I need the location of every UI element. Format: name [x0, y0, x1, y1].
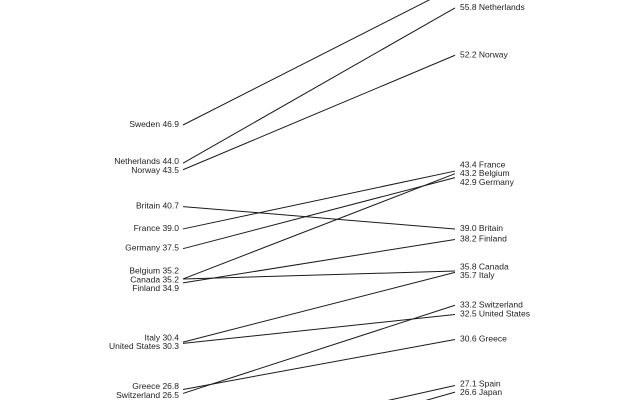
right-label: 35.8 Canada	[460, 262, 509, 272]
slope-line	[387, 385, 456, 400]
country-name: Netherlands	[479, 2, 525, 12]
value-label: 35.2	[162, 266, 179, 276]
value-label: 26.6	[460, 387, 477, 397]
value-label: 40.7	[162, 201, 179, 211]
left-label: Finland 34.9	[132, 283, 179, 293]
right-label: 52.2 Norway	[460, 50, 508, 60]
country-name: Belgium	[129, 266, 160, 276]
country-name: Italy	[144, 333, 160, 343]
slope-line	[182, 173, 456, 280]
value-label: 43.5	[162, 165, 179, 175]
country-name: Norway	[131, 165, 161, 175]
country-name: Germany	[479, 177, 515, 187]
value-label: 27.1	[460, 379, 477, 389]
left-label: Germany 37.5	[125, 243, 179, 253]
slope-line	[182, 338, 456, 390]
value-label: 43.4	[460, 160, 477, 170]
slope-line	[182, 238, 456, 284]
country-name: Belgium	[479, 168, 510, 178]
country-name: Finland	[132, 283, 160, 293]
slope-line	[182, 54, 456, 171]
slope-line	[182, 170, 456, 230]
right-label: 38.2 Finland	[460, 234, 507, 244]
slope-line	[182, 206, 456, 230]
value-label: 30.3	[162, 341, 179, 351]
country-name: France	[479, 160, 506, 170]
value-label: 42.9	[460, 177, 477, 187]
slope-line	[425, 391, 456, 400]
left-label: Netherlands 44.0	[114, 156, 179, 166]
slope-line	[182, 271, 456, 343]
slope-line	[182, 304, 456, 394]
left-label: Sweden 46.9	[129, 119, 179, 129]
slope-line	[182, 177, 456, 250]
slope-line	[182, 7, 456, 164]
slope-line	[182, 0, 431, 126]
slope-line	[182, 270, 456, 280]
left-label: France 39.0	[134, 223, 180, 233]
value-label: 37.5	[162, 243, 179, 253]
left-label: United States 30.3	[109, 341, 179, 351]
value-label: 30.6	[460, 334, 477, 344]
country-name: United States	[109, 341, 160, 351]
value-label: 43.2	[460, 168, 477, 178]
value-label: 35.8	[460, 262, 477, 272]
value-label: 39.0	[162, 223, 179, 233]
value-label: 52.2	[460, 50, 477, 60]
value-label: 38.2	[460, 234, 477, 244]
right-label: 43.4 France	[460, 160, 506, 170]
left-label: Greece 26.8	[132, 381, 179, 391]
country-name: Italy	[479, 270, 495, 280]
country-name: United States	[479, 309, 530, 319]
right-label: 30.6 Greece	[460, 334, 507, 344]
right-label: 32.5 United States	[460, 309, 530, 319]
right-label: 26.6 Japan	[460, 387, 502, 397]
value-label: 32.5	[460, 309, 477, 319]
country-name: Canada	[130, 275, 160, 285]
country-name: Switzerland	[479, 300, 523, 310]
country-name: Finland	[479, 234, 507, 244]
value-label: 44.0	[162, 156, 179, 166]
country-name: Spain	[479, 379, 501, 389]
value-label: 35.2	[162, 275, 179, 285]
right-label: 35.7 Italy	[460, 270, 495, 280]
right-label: 55.8 Netherlands	[460, 2, 525, 12]
value-label: 39.0	[460, 223, 477, 233]
country-name: Britain	[479, 223, 503, 233]
left-label: Belgium 35.2	[129, 266, 179, 276]
country-name: Netherlands	[114, 156, 160, 166]
slope-line	[182, 313, 456, 344]
right-label: 27.1 Spain	[460, 379, 501, 389]
right-label: 39.0 Britain	[460, 223, 503, 233]
country-name: France	[134, 223, 161, 233]
country-name: Greece	[479, 334, 507, 344]
country-name: Norway	[479, 50, 509, 60]
country-name: Sweden	[129, 119, 160, 129]
country-name: Britain	[136, 201, 160, 211]
country-name: Switzerland	[116, 390, 160, 400]
value-label: 30.4	[162, 333, 179, 343]
right-label: 43.2 Belgium	[460, 168, 510, 178]
value-label: 55.8	[460, 2, 477, 12]
value-label: 26.5	[162, 390, 179, 400]
left-label: Britain 40.7	[136, 201, 179, 211]
right-label: 42.9 Germany	[460, 177, 515, 187]
left-label: Italy 30.4	[144, 333, 179, 343]
country-name: Japan	[479, 387, 502, 397]
value-label: 34.9	[162, 283, 179, 293]
country-name: Greece	[132, 381, 160, 391]
value-label: 35.7	[460, 270, 477, 280]
right-label: 33.2 Switzerland	[460, 300, 523, 310]
value-label: 46.9	[162, 119, 179, 129]
left-label: Switzerland 26.5	[116, 390, 179, 400]
value-label: 33.2	[460, 300, 477, 310]
value-label: 26.8	[162, 381, 179, 391]
left-label: Canada 35.2	[130, 275, 179, 285]
left-label: Norway 43.5	[131, 165, 179, 175]
country-name: Canada	[479, 262, 509, 272]
country-name: Germany	[125, 243, 161, 253]
